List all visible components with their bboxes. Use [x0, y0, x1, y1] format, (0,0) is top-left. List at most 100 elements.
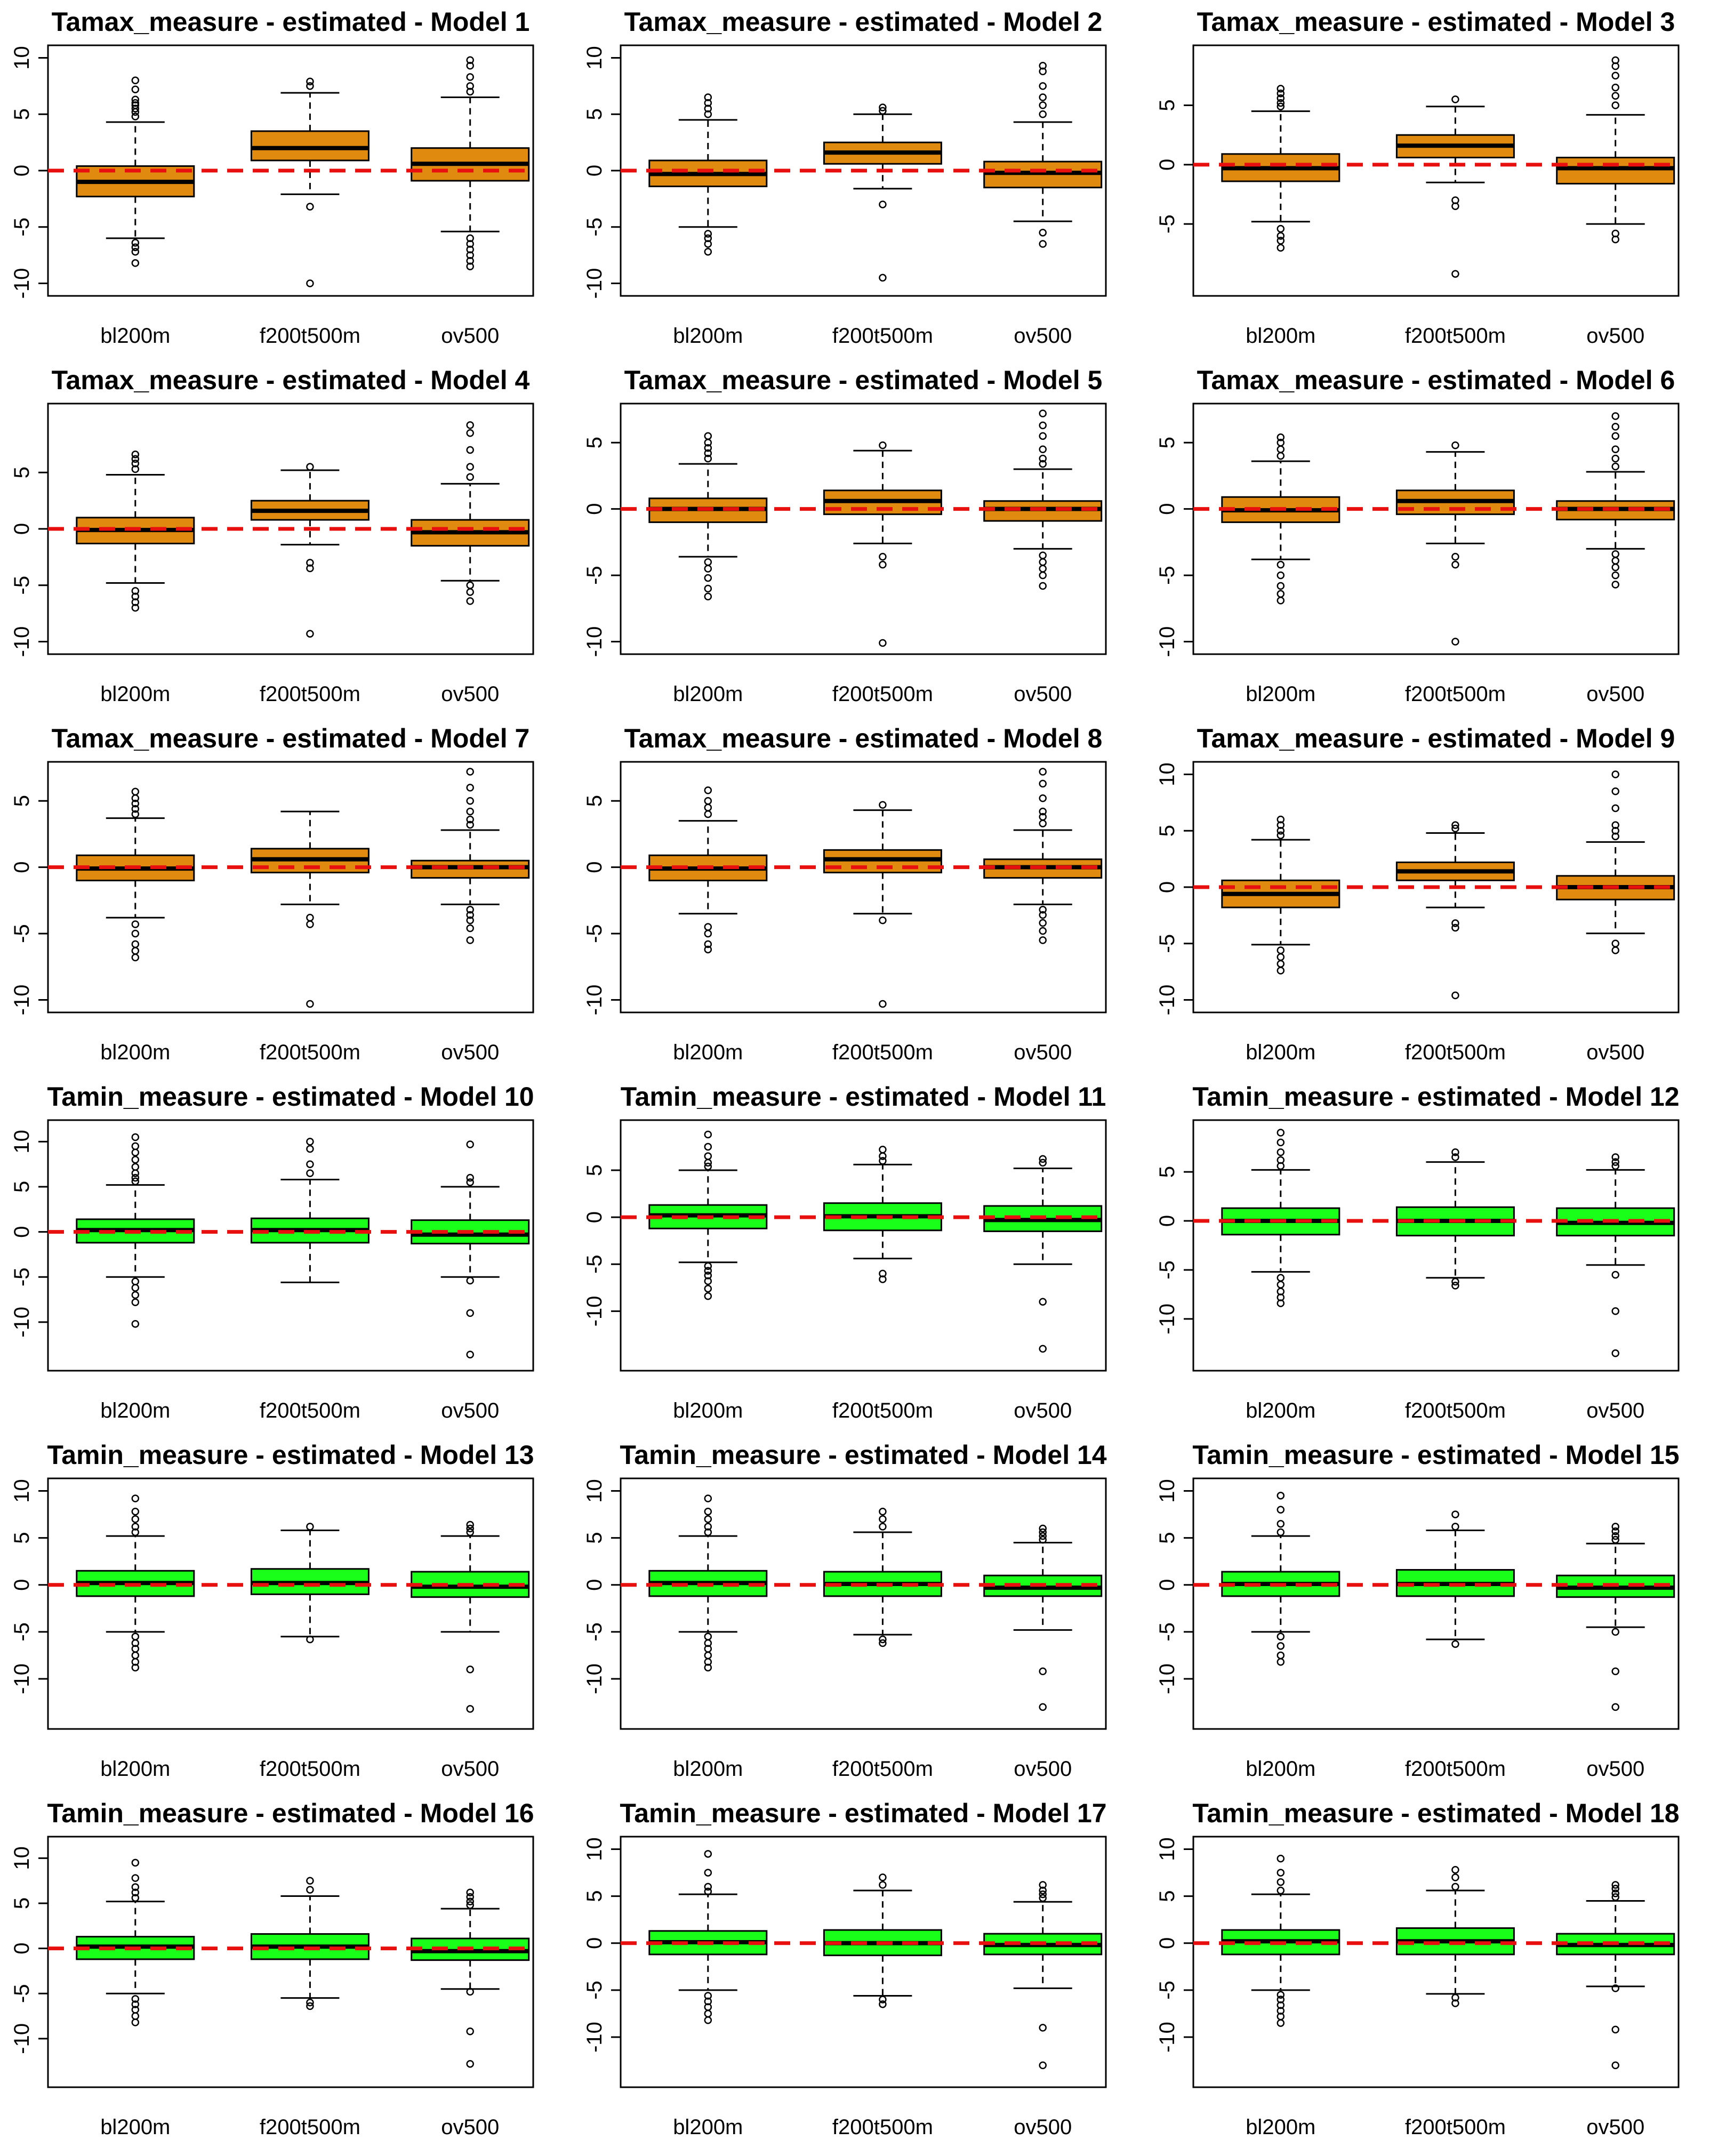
box-f200t500m	[1395, 821, 1515, 1000]
outlier-point	[466, 815, 474, 824]
y-tick-label: 5	[583, 108, 606, 120]
x-category-label: f200t500m	[832, 1041, 933, 1064]
y-tick-label: -10	[10, 1663, 34, 1694]
box-f200t500m	[250, 1523, 370, 1644]
outlier-point	[1611, 1153, 1619, 1161]
outlier-point	[704, 592, 712, 601]
outlier-point	[1277, 1996, 1285, 2004]
plot-frame	[620, 1836, 1107, 2088]
outlier-point	[1451, 1277, 1459, 1286]
outlier-point	[1277, 1854, 1285, 1863]
outlier-point	[704, 1658, 712, 1666]
outlier-point	[131, 1639, 140, 1647]
outlier-point	[466, 588, 474, 596]
outlier-point	[704, 1523, 712, 1531]
outlier-point	[131, 104, 140, 112]
x-category-label: f200t500m	[260, 682, 360, 706]
outlier-point	[131, 259, 140, 267]
x-category-label: ov500	[1586, 1757, 1644, 1781]
plot-frame	[620, 403, 1107, 655]
x-category-label: f200t500m	[832, 324, 933, 348]
outlier-point	[1039, 1524, 1047, 1533]
outlier-point	[1277, 1299, 1285, 1307]
outlier-point	[1611, 1158, 1619, 1166]
outlier-point	[1611, 1984, 1619, 1992]
box-f200t500m	[250, 463, 370, 638]
y-tick-label: 0	[1155, 1215, 1179, 1227]
outlier-point	[466, 234, 474, 243]
box-bl200m	[648, 93, 768, 256]
outlier-point	[704, 923, 712, 931]
outlier-point	[1277, 85, 1285, 93]
outlier-point	[1039, 812, 1047, 821]
outlier-point	[1451, 1510, 1459, 1518]
outlier-point	[1451, 202, 1459, 211]
outlier-point	[466, 56, 474, 64]
outlier-point	[306, 564, 314, 573]
x-category-label: f200t500m	[832, 2115, 933, 2139]
outlier-point	[1039, 62, 1047, 70]
box-bl200m	[76, 450, 195, 612]
outlier-point	[1611, 101, 1619, 109]
x-category-label: bl200m	[100, 682, 170, 706]
outlier-point	[1277, 445, 1285, 453]
outlier-point	[1039, 558, 1047, 566]
box-ov500	[1556, 1523, 1675, 1711]
outlier-point	[704, 1515, 712, 1523]
outlier-point	[1611, 550, 1619, 558]
outlier-point	[1611, 1162, 1619, 1170]
outlier-point	[131, 1291, 140, 1299]
outlier-point	[1039, 919, 1047, 927]
chart-title: Tamax_measure - estimated - Model 4	[52, 365, 530, 395]
outlier-point	[131, 805, 140, 813]
y-tick-label: 0	[1155, 1937, 1179, 1949]
outlier-point	[1611, 1532, 1619, 1540]
outlier-point	[131, 940, 140, 948]
box-ov500	[1556, 1881, 1675, 2070]
plot-frame	[1192, 1836, 1680, 2088]
box-bl200m	[1221, 1129, 1340, 1307]
x-category-label: bl200m	[673, 2115, 743, 2139]
outlier-point	[1039, 1298, 1047, 1306]
outlier-point	[879, 1996, 887, 2004]
outlier-point	[466, 936, 474, 944]
outlier-point	[131, 1133, 140, 1141]
outlier-point	[466, 797, 474, 805]
x-category-label: ov500	[441, 1041, 499, 1064]
plot-frame	[620, 1477, 1107, 1730]
outlier-point	[1611, 1703, 1619, 1711]
outlier-point	[1277, 433, 1285, 441]
outlier-point	[131, 947, 140, 955]
outlier-point	[466, 597, 474, 605]
outlier-point	[704, 574, 712, 582]
outlier-point	[131, 587, 140, 595]
y-tick-label: 0	[10, 1579, 34, 1591]
box-bl200m	[648, 1494, 768, 1672]
outlier-point	[1277, 2007, 1285, 2015]
box-ov500	[983, 1155, 1103, 1353]
y-tick-label: 10	[1155, 1837, 1179, 1861]
y-tick-label: 5	[10, 1181, 34, 1193]
outlier-point	[879, 1881, 887, 1889]
outlier-point	[1039, 807, 1047, 816]
chart-title: Tamin_measure - estimated - Model 16	[47, 1798, 534, 1828]
outlier-point	[466, 82, 474, 90]
outlier-point	[131, 1894, 140, 1902]
x-category-label: bl200m	[673, 324, 743, 348]
outlier-point	[1039, 460, 1047, 468]
outlier-point	[1611, 563, 1619, 572]
outlier-point	[131, 1494, 140, 1502]
outlier-point	[1039, 432, 1047, 440]
x-category-label: f200t500m	[260, 324, 360, 348]
outlier-point	[131, 604, 140, 612]
outlier-point	[1277, 582, 1285, 590]
outlier-point	[1039, 2061, 1047, 2070]
outlier-point	[131, 465, 140, 473]
y-tick-label: -5	[583, 1622, 606, 1642]
outlier-point	[879, 639, 887, 647]
outlier-point	[466, 87, 474, 96]
outlier-point	[1611, 1667, 1619, 1676]
outlier-point	[131, 810, 140, 818]
outlier-point	[131, 1632, 140, 1640]
y-tick-label: 0	[583, 1211, 606, 1223]
